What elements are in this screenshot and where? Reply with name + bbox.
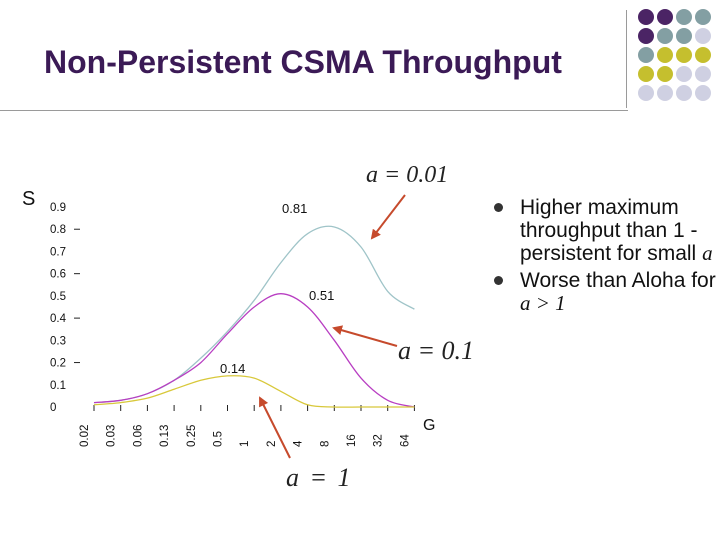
- bullet-dot-icon: [494, 276, 503, 285]
- decor-dot: [657, 47, 673, 63]
- bullet-item: Higher maximum throughput than 1 -persis…: [492, 196, 720, 265]
- x-tick-label: 2: [266, 441, 278, 447]
- bullet-variable: a > 1: [520, 291, 566, 315]
- slide-title: Non-Persistent CSMA Throughput: [44, 44, 562, 80]
- y-tick-label: 0.9: [50, 202, 66, 214]
- x-tick-label: 0.5: [213, 431, 225, 447]
- x-axis-label: G: [423, 417, 435, 434]
- decor-dot: [638, 66, 654, 82]
- x-tick-label: 1: [239, 441, 251, 447]
- peak-value-label: 0.14: [220, 361, 245, 376]
- decor-dot: [638, 9, 654, 25]
- y-tick-label: 0.5: [50, 291, 66, 303]
- x-tick-label: 0.06: [132, 425, 144, 447]
- x-tick-label: 8: [319, 441, 331, 447]
- x-tick-label: 64: [399, 434, 411, 447]
- annotation-arrow-a1: [259, 396, 291, 459]
- x-tick-label: 0.25: [186, 425, 198, 447]
- y-tick-label: 0.3: [50, 335, 66, 347]
- annotation-a01: a = 0.1: [398, 336, 475, 365]
- y-tick-label: 0.2: [50, 358, 66, 370]
- bullet-variable: a: [702, 241, 713, 265]
- decor-dot: [695, 9, 711, 25]
- peak-value-label: 0.51: [309, 288, 334, 303]
- decor-dot: [657, 66, 673, 82]
- y-axis-label: S: [22, 188, 35, 210]
- x-tick-label: 0.03: [106, 425, 118, 447]
- series-line: [93, 293, 415, 408]
- peak-value-label: 0.81: [282, 201, 307, 216]
- decor-dot: [695, 28, 711, 44]
- y-tick-label: 0: [50, 402, 56, 414]
- decor-dot: [695, 66, 711, 82]
- decor-dot: [676, 9, 692, 25]
- x-tick-label: 0.02: [79, 425, 91, 447]
- decorative-dot-grid: [638, 9, 711, 101]
- decor-dot: [676, 47, 692, 63]
- y-tick-label: 0.1: [50, 380, 66, 392]
- annotation-a1: a = 1: [286, 463, 353, 492]
- y-tick-label: 0.4: [50, 313, 67, 325]
- annotation-arrow-a01: [332, 325, 398, 347]
- bullet-text: Worse than Aloha for: [520, 269, 716, 292]
- decor-dot: [657, 85, 673, 101]
- y-tick-label: 0.7: [50, 246, 66, 258]
- annotation-arrow-a001: [370, 194, 406, 240]
- x-tick-label: 4: [293, 440, 305, 447]
- bullet-list: Higher maximum throughput than 1 -persis…: [492, 196, 720, 315]
- annotation-a001: a = 0.01: [366, 162, 449, 188]
- decor-dot: [657, 9, 673, 25]
- bullet-item: Worse than Aloha for a > 1: [492, 269, 720, 315]
- x-tick-label: 32: [373, 434, 385, 447]
- decor-dot: [695, 47, 711, 63]
- x-tick-label: 0.13: [159, 425, 171, 447]
- x-tick-label: 16: [346, 434, 358, 447]
- y-tick-label: 0.6: [50, 269, 66, 281]
- decor-dot: [676, 85, 692, 101]
- decor-dot: [638, 28, 654, 44]
- series-line: [93, 225, 415, 404]
- decor-dot: [638, 47, 654, 63]
- decor-dot: [676, 66, 692, 82]
- series-line: [93, 375, 415, 408]
- y-tick-label: 0.8: [50, 224, 66, 236]
- bullet-text: Higher maximum throughput than 1 -persis…: [520, 196, 703, 265]
- bullet-dot-icon: [494, 203, 503, 212]
- decor-dot: [676, 28, 692, 44]
- divider-vertical: [626, 10, 627, 108]
- divider-horizontal: [0, 110, 628, 111]
- decor-dot: [657, 28, 673, 44]
- decor-dot: [695, 85, 711, 101]
- decor-dot: [638, 85, 654, 101]
